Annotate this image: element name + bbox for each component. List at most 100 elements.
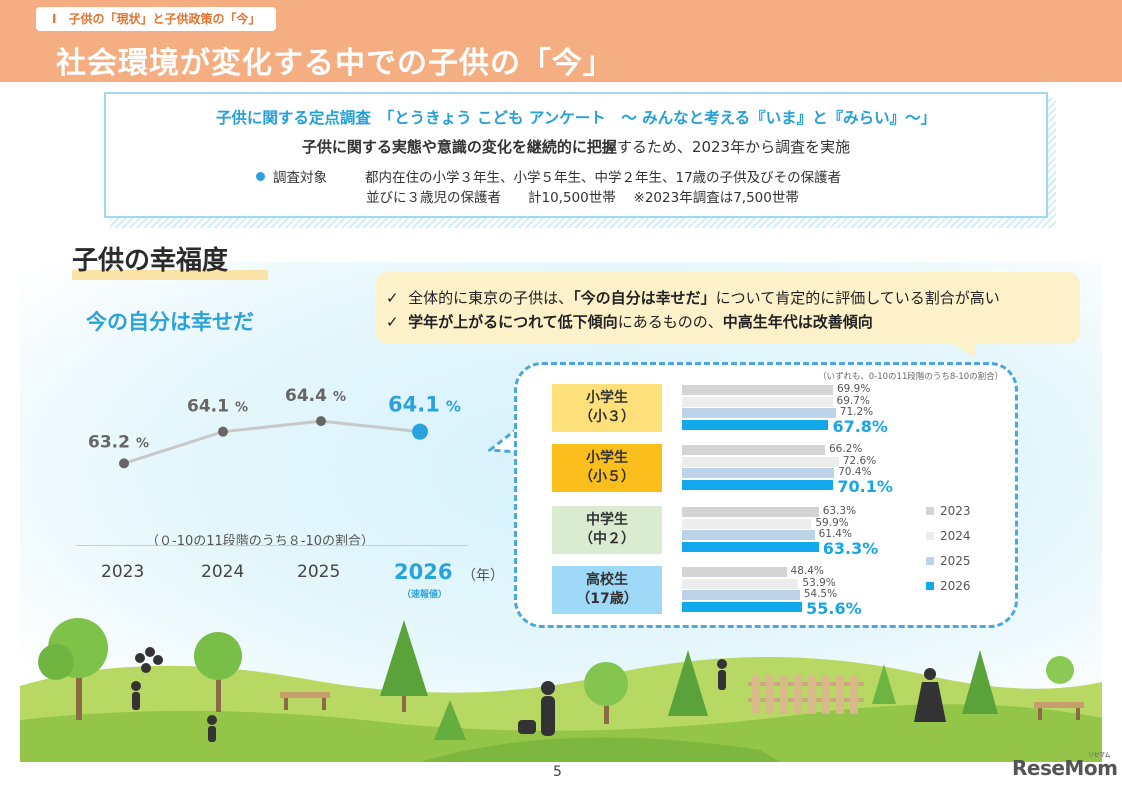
summary-line-1-post: について肯定的に評価している割合が高い xyxy=(715,289,1000,307)
line-point-2023 xyxy=(119,458,129,469)
resemom-logo: ReseMom リセマム xyxy=(1012,752,1118,780)
summary-line-1-bold: 「今の自分は幸せだ」 xyxy=(573,289,716,307)
bar-2025-0 xyxy=(682,408,836,418)
section-heading-underline xyxy=(72,270,268,280)
page-title: 社会環境が変化する中での子供の「今」 xyxy=(56,46,614,81)
bar-chart-note: （いずれも、0-10の11段階のうち8-10の割合） xyxy=(818,372,1004,382)
legend-swatch xyxy=(926,557,934,565)
grade-detail: （中２） xyxy=(579,531,635,547)
bar-2023-3 xyxy=(682,567,787,577)
bar-value-label-2024-3: 53.9% xyxy=(802,576,836,589)
bar-2025-2 xyxy=(682,530,815,540)
happiness-line xyxy=(123,419,421,465)
check-icon: ✓ xyxy=(386,313,399,331)
grade-detail: （小３） xyxy=(579,409,635,425)
year-unit: （年） xyxy=(462,568,504,584)
bar-value-label-2023-2: 63.3% xyxy=(822,505,857,517)
bar-value-label-2026-3: 55.6% xyxy=(806,598,862,618)
line-value-label-2023: 63.2% xyxy=(88,432,149,452)
bar-value-label-2024-1: 72.6% xyxy=(842,454,877,467)
grade-name: 高校生 xyxy=(586,572,628,588)
line-point-2025 xyxy=(316,416,326,427)
line-value-label-2025: 64.4% xyxy=(285,386,346,406)
survey-lead: 子供に関する実態や意識の変化を継続的に把握するため、2023年から調査を実施 xyxy=(106,136,1046,157)
range-note: （０-10の11段階のうち８-10の割合） xyxy=(146,534,375,549)
summary-line-1: ✓ 全体的に東京の子供は、「今の自分は幸せだ」について肯定的に評価している割合が… xyxy=(386,287,1000,308)
bar-2023-1 xyxy=(682,445,825,455)
summary-line-2-bold2: 中高生年代は改善傾向 xyxy=(722,313,873,331)
legend-label: 2023 xyxy=(940,504,971,518)
target-line-1: 都内在住の小学３年生、小学５年生、中学２年生、17歳の子供及びその保護者 xyxy=(365,170,842,186)
bar-2024-0 xyxy=(682,396,833,407)
target-line-2: 並びに３歳児の保護者 計10,500世帯 ※2023年調査は7,500世帯 xyxy=(366,190,799,206)
survey-lead-bold: 子供に関する実態や意識の変化を継続的に把握 xyxy=(301,138,617,156)
grade-box-3: 高校生 （17歳） xyxy=(552,566,662,614)
grade-name: 小学生 xyxy=(586,450,628,466)
legend-item-2023: 2023 xyxy=(926,504,971,518)
summary-callout xyxy=(376,272,1080,344)
grade-name: 中学生 xyxy=(586,512,628,528)
bar-2026-3 xyxy=(682,601,803,612)
bar-2025-1 xyxy=(682,468,835,478)
grade-box-1: 小学生 （小５） xyxy=(552,444,662,492)
bar-value-label-2025-1: 70.4% xyxy=(838,466,872,478)
bar-value-label-2026-2: 63.3% xyxy=(822,538,879,558)
legend-swatch xyxy=(926,582,934,590)
section-tag: Ⅰ 子供の「現状」と子供政策の「今」 xyxy=(36,7,277,31)
bar-value-label-2025-0: 71.2% xyxy=(839,406,874,418)
check-icon: ✓ xyxy=(386,289,399,307)
bar-value-label-2026-0: 67.8% xyxy=(832,416,888,436)
legend-label: 2025 xyxy=(940,554,971,568)
bar-value-label-2024-2: 59.9% xyxy=(815,516,849,529)
grade-detail: （小５） xyxy=(579,469,635,485)
survey-box: 子供に関する定点調査 「とうきょう こども アンケート ～ みんなと考える『いま… xyxy=(104,92,1048,218)
bar-2024-2 xyxy=(682,518,812,529)
year-label-2025: 2025 xyxy=(297,562,341,582)
grade-box-0: 小学生 （小３） xyxy=(552,384,662,432)
summary-callout-tail xyxy=(950,342,976,358)
grade-detail: （17歳） xyxy=(576,591,638,607)
bar-value-label-2025-2: 61.4% xyxy=(818,528,852,540)
page-number: 5 xyxy=(553,764,562,780)
bar-2023-2 xyxy=(682,507,819,517)
target-label: 調査対象 xyxy=(273,170,327,186)
section-heading: 子供の幸福度 xyxy=(72,246,229,276)
summary-line-2-post: にあるものの、 xyxy=(617,313,723,331)
line-point-2026 xyxy=(412,423,428,440)
happiness-line-chart: 63.2 % 64.1 % 64.4% 64.1% xyxy=(88,386,461,469)
legend-item-2026: 2026 xyxy=(926,579,971,593)
bar-2025-3 xyxy=(682,590,800,600)
bar-value-label-2026-1: 70.1% xyxy=(837,476,893,496)
summary-line-1-pre: 全体的に東京の子供は、 xyxy=(408,289,574,307)
preliminary-note: （速報値） xyxy=(402,590,448,600)
line-point-2024 xyxy=(218,426,228,437)
bar-value-label-2024-0: 69.7% xyxy=(836,394,870,407)
brand-sub-text: リセマム xyxy=(1088,752,1111,759)
legend-label: 2024 xyxy=(940,529,971,543)
summary-line-2: ✓ 学年が上がるにつれて低下傾向にあるものの、中高生年代は改善傾向 xyxy=(386,311,873,332)
survey-target: 調査対象 都内在住の小学３年生、小学５年生、中学２年生、17歳の子供及びその保護者… xyxy=(256,168,841,208)
bar-2024-3 xyxy=(682,578,799,589)
bar-2026-0 xyxy=(682,419,829,430)
bar-value-label-2023-3: 48.4% xyxy=(790,565,824,577)
grade-box-2: 中学生 （中２） xyxy=(552,506,662,554)
survey-lead-rest: するため、2023年から調査を実施 xyxy=(616,138,851,156)
chart-subheading: 今の自分は幸せだ xyxy=(86,310,254,334)
brand-text: ReseMom xyxy=(1012,756,1118,780)
bar-value-label-2023-1: 66.2% xyxy=(828,443,863,455)
bar-2026-2 xyxy=(682,541,819,552)
bullet-dot-icon xyxy=(256,172,265,181)
line-value-label-2026: 64.1% xyxy=(388,393,461,417)
year-label-2023: 2023 xyxy=(101,562,145,582)
park-landscape-illustration xyxy=(20,618,1102,762)
survey-title: 子供に関する定点調査 「とうきょう こども アンケート ～ みんなと考える『いま… xyxy=(215,109,937,127)
bar-value-label-2025-3: 54.5% xyxy=(803,588,838,600)
legend-label: 2026 xyxy=(940,579,971,593)
legend-item-2024: 2024 xyxy=(926,529,971,543)
bar-2026-1 xyxy=(682,479,834,490)
legend-item-2025: 2025 xyxy=(926,554,971,568)
year-label-2026: 2026 xyxy=(394,560,453,584)
grade-name: 小学生 xyxy=(586,390,628,406)
year-label-2024: 2024 xyxy=(201,562,245,582)
